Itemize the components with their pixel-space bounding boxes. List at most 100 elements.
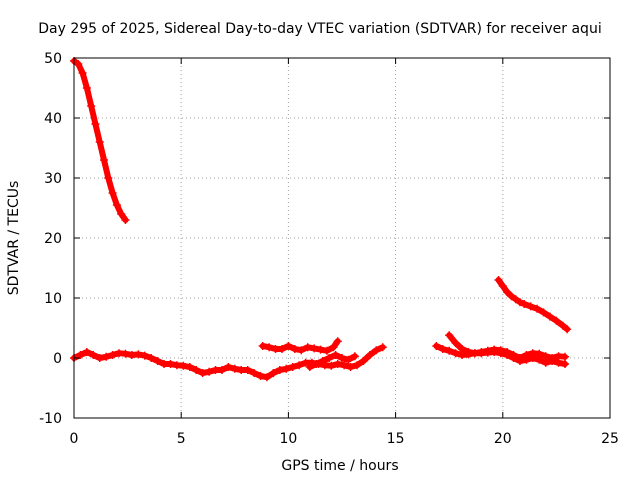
- data-point: [108, 351, 117, 359]
- data-point: [316, 345, 325, 354]
- data-point: [76, 351, 85, 359]
- data-point: [507, 292, 516, 301]
- x-tick-label: 10: [279, 431, 297, 447]
- x-tick-label: 20: [494, 431, 512, 447]
- data-point: [87, 102, 96, 110]
- x-tick-label: 0: [70, 431, 79, 447]
- data-point: [498, 282, 507, 290]
- data-point: [310, 344, 319, 353]
- data-point: [303, 343, 312, 352]
- data-point: [74, 60, 83, 68]
- data-point: [265, 343, 274, 352]
- data-point: [140, 351, 149, 360]
- data-point: [258, 342, 267, 350]
- data-point: [185, 363, 194, 371]
- data-point: [353, 361, 362, 370]
- data-point: [295, 361, 304, 370]
- data-point: [494, 276, 503, 284]
- data-point: [269, 369, 278, 377]
- y-tick-label: 50: [44, 51, 62, 67]
- data-point: [82, 348, 91, 356]
- data-point: [533, 304, 542, 313]
- data-point: [445, 346, 454, 355]
- data-point: [346, 363, 355, 371]
- data-point: [312, 360, 321, 368]
- y-tick-label: 20: [44, 231, 62, 247]
- data-point: [520, 300, 529, 308]
- x-axis-label: GPS time / hours: [281, 458, 398, 474]
- data-point: [350, 352, 359, 361]
- data-point: [378, 343, 387, 352]
- series-arc-1: [70, 57, 130, 224]
- data-point: [153, 357, 162, 365]
- data-point: [445, 331, 454, 340]
- data-point: [528, 354, 537, 362]
- chart-title: Day 295 of 2025, Sidereal Day-to-day VTE…: [38, 21, 601, 37]
- data-point: [552, 316, 561, 325]
- data-point: [224, 363, 233, 371]
- data-point: [338, 354, 346, 362]
- data-point: [438, 345, 447, 353]
- data-point: [541, 358, 550, 367]
- data-point: [250, 369, 259, 377]
- data-point: [104, 174, 113, 182]
- data-point: [256, 372, 265, 380]
- data-point: [134, 350, 143, 359]
- data-point: [290, 345, 299, 353]
- data-point: [91, 120, 100, 128]
- data-point: [198, 369, 207, 377]
- data-point: [458, 345, 467, 353]
- data-point: [95, 354, 104, 362]
- data-point: [451, 339, 460, 347]
- data-point: [526, 302, 535, 311]
- data-point: [340, 361, 349, 370]
- y-tick-label: 40: [44, 111, 62, 127]
- data-point: [545, 312, 554, 321]
- data-point: [82, 84, 91, 92]
- data-point: [535, 355, 544, 364]
- data-point: [288, 363, 297, 371]
- data-point: [121, 349, 130, 358]
- y-tick-label: 10: [44, 291, 62, 307]
- data-point: [511, 295, 520, 304]
- data-point: [322, 346, 331, 355]
- data-point: [548, 357, 557, 365]
- series-arc-4: [305, 351, 359, 371]
- y-axis-label: SDTVAR / TECUs: [6, 181, 22, 296]
- data-point: [515, 298, 524, 307]
- data-point: [217, 366, 226, 374]
- data-point: [147, 354, 156, 362]
- data-point: [297, 346, 306, 355]
- data-point: [166, 360, 175, 368]
- series-arc-6: [445, 331, 569, 368]
- data-point: [522, 355, 531, 364]
- data-point: [325, 354, 334, 362]
- data-point: [509, 354, 518, 362]
- x-tick-label: 25: [601, 431, 619, 447]
- series-arc-2: [70, 343, 387, 382]
- data-point: [318, 357, 327, 365]
- data-point: [344, 355, 353, 364]
- data-point: [333, 337, 342, 346]
- data-point: [243, 366, 252, 374]
- data-point: [539, 308, 548, 317]
- data-point: [275, 366, 284, 374]
- y-tick-label: 30: [44, 171, 62, 187]
- data-point: [432, 342, 441, 350]
- x-tick-label: 5: [177, 431, 186, 447]
- y-tick-label: 0: [53, 351, 62, 367]
- data-point: [490, 348, 499, 356]
- data-point: [78, 69, 87, 77]
- data-layer: [70, 57, 572, 382]
- data-point: [230, 364, 239, 373]
- axis-ticks: 0 5 10 15 20 25 -10 0 10 20 30 40 50: [39, 51, 619, 447]
- x-tick-label: 15: [387, 431, 405, 447]
- data-point: [331, 351, 340, 359]
- data-point: [117, 210, 126, 218]
- data-point: [372, 346, 381, 355]
- data-point: [108, 189, 117, 197]
- data-point: [333, 360, 342, 368]
- data-point: [277, 345, 286, 353]
- data-point: [515, 357, 524, 365]
